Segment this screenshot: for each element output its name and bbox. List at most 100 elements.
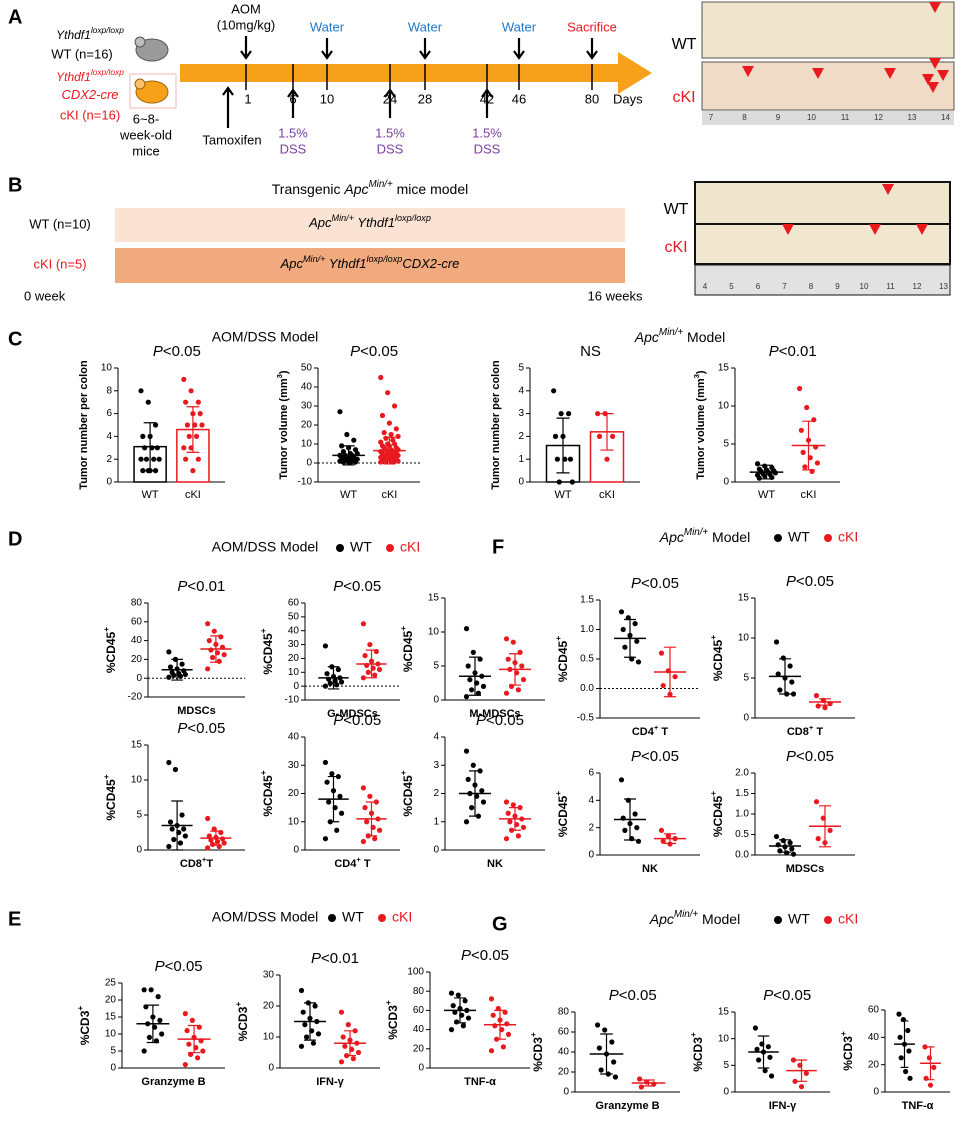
panel-letter: F: [492, 536, 504, 558]
dot: [182, 671, 188, 678]
dot: [152, 422, 159, 428]
y-tick-label: 20: [413, 1043, 425, 1054]
ruler-label: 9: [835, 282, 840, 291]
dot: [756, 475, 762, 481]
dot: [622, 827, 628, 834]
dot: [510, 639, 516, 645]
p-value: P<0.05: [631, 575, 679, 592]
dot: [775, 842, 781, 848]
y-axis-label: Tumor volume (mm3): [692, 370, 707, 480]
panel-letter: B: [8, 174, 22, 196]
text-part: %CD45: [556, 640, 570, 682]
legend-label: cKI: [400, 539, 420, 555]
dot: [754, 1046, 760, 1052]
dot: [787, 663, 793, 669]
y-tick-label: 3: [433, 760, 439, 771]
dot: [450, 1003, 456, 1009]
text-part: T: [658, 726, 668, 738]
dot: [479, 673, 485, 679]
dot: [752, 1025, 759, 1031]
y-axis-label: %CD3+: [688, 1032, 705, 1072]
tumor-marker: [812, 68, 824, 79]
p-value: P<0.05: [333, 578, 381, 595]
dot: [505, 656, 511, 662]
text-part: Ythdf1: [56, 28, 91, 42]
dot: [302, 1022, 308, 1028]
timeline-head: [618, 52, 652, 94]
dot: [393, 426, 399, 432]
y-tick-label: 5: [110, 1046, 116, 1057]
time-label: 0 week: [24, 288, 66, 303]
dot: [480, 799, 487, 805]
y-tick-label: 1: [518, 454, 524, 465]
text-part: <0.05: [360, 343, 398, 360]
y-tick-label: 40: [558, 1047, 570, 1058]
text-part: ): [695, 370, 707, 374]
dot: [635, 838, 642, 844]
dot: [322, 836, 329, 842]
y-axis-label: Tumor number per colon: [490, 360, 502, 490]
legend-label: WT: [350, 539, 372, 555]
legend-marker: [328, 914, 336, 922]
x-tick-label: WT: [142, 489, 159, 501]
dot: [326, 676, 332, 682]
dot: [784, 850, 790, 856]
dot: [372, 672, 378, 678]
y-tick-label: 10: [101, 363, 113, 374]
ruler-label: 10: [860, 282, 869, 291]
y-tick-label: 0: [136, 673, 142, 684]
p-value: P<0.05: [476, 712, 524, 729]
dot: [208, 647, 214, 653]
y-tick-label: 4: [106, 431, 112, 442]
y-tick-label: 10: [738, 633, 750, 644]
dot: [777, 687, 783, 693]
dot: [514, 670, 520, 676]
day-label: 1: [244, 91, 251, 106]
dot: [219, 644, 226, 650]
y-tick-label: 0: [268, 1063, 274, 1074]
y-tick-label: 0.5: [580, 654, 594, 665]
p-value: P<0.05: [631, 748, 679, 765]
dot: [927, 1082, 934, 1088]
colon-photo: [694, 223, 951, 265]
dot: [216, 843, 222, 850]
text-part: loxp/loxp: [91, 25, 124, 35]
dot: [188, 388, 194, 394]
y-tick-label: 2: [106, 454, 112, 465]
y-tick-label: 2: [433, 788, 439, 799]
dot: [452, 1009, 458, 1015]
photo-label: WT: [664, 201, 689, 218]
text-part: %CD3: [78, 1010, 92, 1045]
text-part: Min/+: [659, 327, 684, 338]
dot: [390, 459, 396, 465]
dot: [470, 762, 476, 768]
dot: [569, 479, 575, 485]
dot: [814, 460, 821, 466]
text-part: %CD45: [104, 779, 118, 821]
y-tick-label: 10: [288, 667, 300, 678]
dot: [558, 411, 564, 417]
y-tick-label: 4: [518, 385, 524, 396]
dot: [145, 1021, 151, 1027]
dot: [627, 632, 633, 639]
dot: [474, 793, 480, 799]
text-part: +: [654, 723, 659, 732]
dot: [179, 812, 185, 818]
dot: [376, 666, 383, 673]
text-part: +: [101, 627, 111, 632]
text-part: P: [333, 578, 343, 595]
dot: [365, 833, 371, 839]
dot: [804, 404, 810, 411]
text-part: %CD3: [691, 1037, 705, 1072]
y-tick-label: 4: [588, 795, 594, 806]
dot: [658, 650, 665, 656]
legend-marker: [336, 544, 344, 552]
dot: [494, 1036, 500, 1042]
dot: [188, 445, 194, 451]
dot: [148, 987, 154, 993]
dot: [625, 615, 631, 621]
dot: [150, 1014, 156, 1020]
dot: [665, 833, 671, 839]
x-axis-label: NK: [487, 858, 503, 870]
